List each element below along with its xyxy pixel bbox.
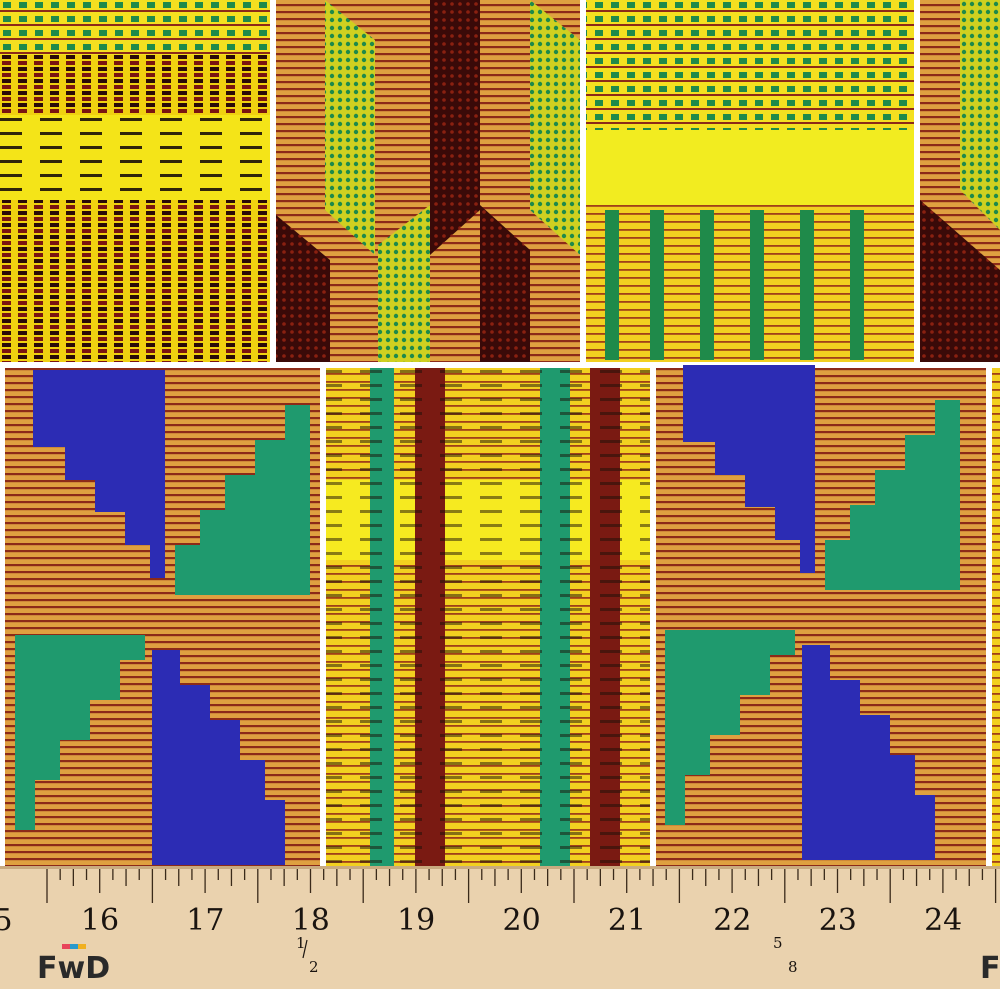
brand-logo: FwD	[37, 951, 110, 986]
ruler-number: 20	[503, 903, 541, 938]
fabric-top	[0, 0, 1000, 365]
fraction-bottom: 2	[309, 958, 319, 976]
ruler-number: 17	[186, 903, 224, 938]
ruler-ticks	[46, 869, 997, 903]
ruler-number: 19	[397, 903, 435, 938]
brand-logo-partial: F	[980, 951, 1000, 986]
ruler-number: 21	[608, 903, 646, 938]
ruler-number: 23	[819, 903, 857, 938]
ruler-number: 18	[292, 903, 330, 938]
fraction-top: 1	[296, 934, 306, 952]
fabric-bottom	[0, 362, 1000, 868]
ruler: 5 16 17 18 19 20 21 22 23 24 1 2 5 8 FwD F	[0, 866, 1000, 989]
ruler-number: 22	[713, 903, 751, 938]
fraction-top: 5	[773, 934, 783, 952]
ruler-number: 5	[0, 903, 13, 938]
ruler-number: 16	[81, 903, 119, 938]
fraction-bottom: 8	[788, 958, 798, 976]
ruler-number: 24	[924, 903, 962, 938]
